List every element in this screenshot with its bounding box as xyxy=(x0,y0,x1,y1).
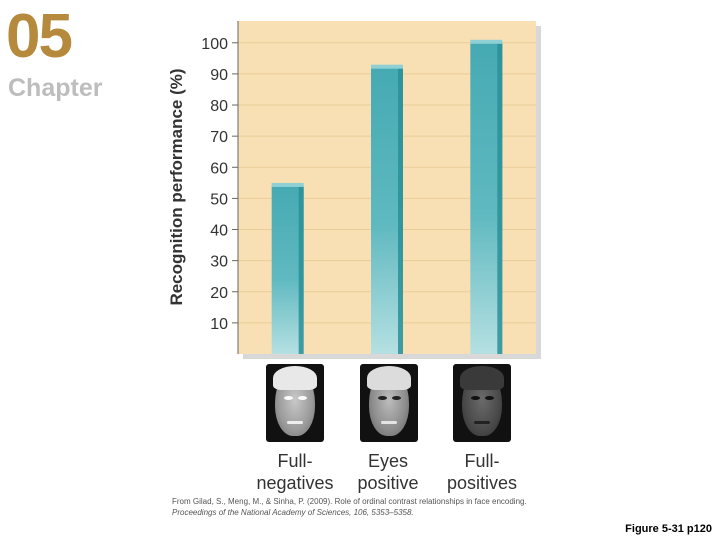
y-tick-label: 80 xyxy=(210,98,228,115)
y-tick-label: 100 xyxy=(201,36,228,53)
bar-side-shade xyxy=(298,185,304,354)
bar-side-shade xyxy=(398,67,403,354)
bar-body xyxy=(470,42,503,355)
chapter-label: Chapter xyxy=(8,74,103,102)
category-label-line: negatives xyxy=(256,473,334,493)
bar-top-cap xyxy=(371,64,403,69)
y-tick-label: 40 xyxy=(210,223,228,240)
credit-line-2: Proceedings of the National Academy of S… xyxy=(172,508,414,517)
bar xyxy=(470,39,503,355)
y-tick-label: 10 xyxy=(210,316,228,333)
bar-side-shade xyxy=(497,42,503,355)
y-tick-label: 70 xyxy=(210,129,228,146)
credit-line-1: From Gilad, S., Meng, M., & Sinha, P. (2… xyxy=(172,497,527,506)
y-tick-label: 60 xyxy=(210,160,228,177)
category-label-line: Full- xyxy=(277,451,313,471)
category-label-full-negatives: Full- negatives xyxy=(245,450,345,494)
category-label-line: positives xyxy=(446,473,518,493)
bar-body xyxy=(271,185,304,354)
source-credit: From Gilad, S., Meng, M., & Sinha, P. (2… xyxy=(172,496,532,518)
bar-body xyxy=(371,67,403,354)
chapter-number: 05 xyxy=(6,2,73,71)
bar-top-cap xyxy=(271,182,304,187)
y-tick-label: 20 xyxy=(210,285,228,302)
category-label-line: Full- xyxy=(464,451,500,471)
category-label-line: Eyes xyxy=(367,451,409,471)
bar-top-cap xyxy=(470,39,503,44)
category-label-eyes-positive: Eyes positive xyxy=(338,450,438,494)
face-image-full-negatives xyxy=(266,364,324,442)
bar xyxy=(371,64,403,354)
y-axis-label: Recognition performance (%) xyxy=(167,68,186,305)
face-image-full-positives xyxy=(453,364,511,442)
category-label-full-positives: Full- positives xyxy=(432,450,532,494)
y-tick-label: 90 xyxy=(210,67,228,84)
figure-caption: Figure 5-31 p120 xyxy=(625,523,712,535)
bar xyxy=(271,182,304,354)
y-tick-label: 30 xyxy=(210,254,228,271)
category-label-line: positive xyxy=(357,473,419,493)
y-tick-label: 50 xyxy=(210,191,228,208)
face-image-eyes-positive xyxy=(360,364,418,442)
